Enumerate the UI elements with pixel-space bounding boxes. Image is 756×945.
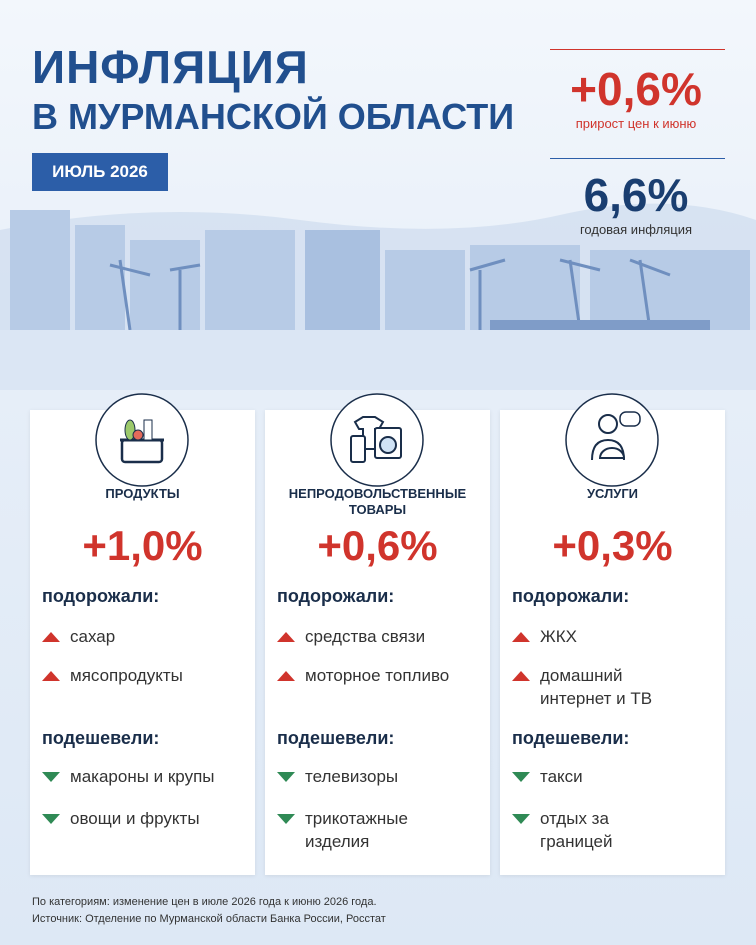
item-text: овощи и фрукты [70, 809, 200, 828]
down-item: трикотажные изделия [277, 807, 408, 853]
card: УСЛУГИ +0,3% подорожали: ЖКХ домашний интерн… [500, 410, 725, 875]
card-change: +0,3% [552, 522, 673, 569]
icon [564, 392, 660, 488]
icon [329, 392, 425, 488]
arrow-up [277, 632, 295, 642]
up-item: средства связи [277, 625, 425, 648]
stat-caption: годовая инфляция [579, 222, 693, 237]
card: НЕПРОДОВОЛЬСТВЕННЫЕ ТОВАРЫ +0,6% подорожал… [265, 410, 490, 875]
up-item: сахар [42, 625, 115, 648]
down-item: макароны и крупы [42, 765, 215, 788]
item-text: трикотажные изделия [305, 809, 408, 851]
down-item: отдых за границей [512, 807, 613, 853]
down-item: телевизоры [277, 765, 398, 788]
up-item: ЖКХ [512, 625, 577, 648]
arrow-down [42, 814, 60, 824]
item-text: сахар [70, 627, 116, 646]
skyline [0, 203, 756, 390]
down-item: овощи и фрукты [42, 807, 200, 830]
item-text: мясопродукты [70, 666, 183, 685]
up-label: подорожали: [512, 586, 630, 606]
card-title: НЕПРОДОВОЛЬСТВЕННЫЕ ТОВАРЫ [288, 486, 467, 517]
arrow-down [512, 814, 530, 824]
arrow-up [512, 632, 530, 642]
item-text: макароны и крупы [70, 767, 215, 786]
title: ИНФЛЯЦИЯ [32, 41, 309, 93]
card-title: ПРОДУКТЫ [105, 486, 180, 501]
icon [95, 393, 189, 487]
icon [94, 392, 190, 488]
title: В МУРМАНСКОЙ ОБЛАСТИ [32, 96, 515, 137]
card-change: +0,6% [317, 522, 438, 569]
item-text: отдых за границей [540, 809, 613, 851]
footnote: По категориям: изменение цен в июле 2026… [32, 896, 377, 908]
divider [550, 158, 725, 159]
arrow-up [512, 671, 530, 681]
arrow-down [277, 772, 295, 782]
card-change: +1,0% [82, 522, 203, 569]
card: ПРОДУКТЫ +1,0% подорожали: сахар мясопродукт… [30, 410, 255, 875]
item-text: моторное топливо [305, 666, 450, 685]
arrow-down [42, 772, 60, 782]
up-item: мясопродукты [42, 664, 183, 687]
period-badge: ИЮЛЬ 2026 [32, 153, 168, 191]
arrow-down [277, 814, 295, 824]
down-label: подешевели: [277, 728, 395, 748]
item-text: ЖКХ [540, 627, 577, 646]
stat-value: 6,6% [583, 169, 689, 221]
card-title: УСЛУГИ [586, 486, 639, 501]
item-text: телевизоры [305, 767, 399, 786]
item-text: домашний интернет и ТВ [540, 666, 653, 708]
divider [550, 49, 725, 50]
arrow-down [512, 772, 530, 782]
icon [330, 393, 424, 487]
arrow-up [42, 632, 60, 642]
down-label: подешевели: [512, 728, 630, 748]
up-item: моторное топливо [277, 664, 449, 687]
stat-caption: прирост цен к июню [575, 116, 697, 131]
arrow-up [42, 671, 60, 681]
up-item: домашний интернет и ТВ [512, 664, 652, 710]
up-label: подорожали: [277, 586, 395, 606]
up-label: подорожали: [42, 586, 160, 606]
arrow-up [277, 671, 295, 681]
source: Источник: Отделение по Мурманской област… [32, 913, 386, 925]
stat: 6,6% годовая инфляция [548, 168, 724, 237]
stat-value: +0,6% [570, 63, 702, 115]
down-item: такси [512, 765, 583, 788]
item-text: средства связи [305, 627, 426, 646]
down-label: подешевели: [42, 728, 160, 748]
stat: +0,6% прирост цен к июню [548, 62, 724, 131]
item-text: такси [540, 767, 583, 786]
icon [565, 393, 659, 487]
